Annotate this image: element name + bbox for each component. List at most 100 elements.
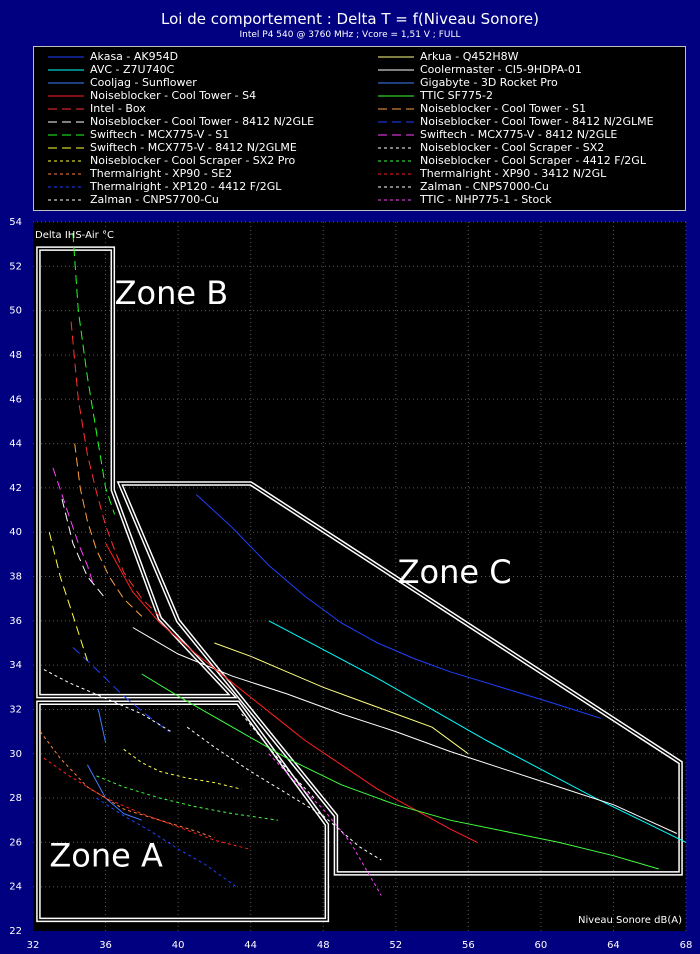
y-tick-label: 30 [9,749,22,760]
y-tick-label: 24 [9,882,22,893]
y-tick-label: 54 [9,217,22,228]
legend-swatch [48,56,84,58]
legend-label: Noiseblocker - Cool Scraper - SX2 [420,141,605,154]
y-tick-label: 44 [9,439,22,450]
legend-label: Zalman - CNPS7000-Cu [420,180,549,193]
y-tick-label: 42 [9,483,22,494]
series-line [97,709,107,743]
legend-swatch [48,69,84,71]
x-tick-label: 36 [99,940,112,951]
series-line [72,233,116,515]
legend-swatch [378,160,414,162]
y-tick-label: 22 [9,926,22,937]
legend-swatch [378,134,414,136]
legend-label: Noiseblocker - Cool Scraper - SX2 Pro [90,154,296,167]
legend-label: Noiseblocker - Cool Scraper - 4412 F/2GL [420,154,646,167]
legend-swatch [48,173,84,175]
legend-swatch [48,95,84,97]
x-tick-label: 60 [535,940,548,951]
zone-outline-inner [37,247,235,697]
legend-swatch [378,186,414,188]
series-line [241,713,315,799]
y-tick-label: 52 [9,261,22,272]
series-line [48,532,88,661]
legend-label: Thermalright - XP90 - 3412 N/2GL [420,167,607,180]
x-tick-label: 68 [680,940,693,951]
y-tick-label: 34 [9,660,22,671]
legend-swatch [378,147,414,149]
series-line [96,797,237,888]
series-line [195,494,601,719]
legend-swatch [378,199,414,201]
legend-swatch [378,108,414,110]
legend-swatch [48,134,84,136]
y-tick-label: 46 [9,394,22,405]
series-line [214,642,469,755]
legend-label: Intel - Box [90,102,146,115]
series-line [43,757,250,850]
legend-label: Noiseblocker - Cool Tower - S4 [90,89,257,102]
zone-label: Zone A [49,837,163,875]
x-axis-label: Niveau Sonore dB(A) [578,915,682,926]
series-line [186,726,382,861]
legend-swatch [48,147,84,149]
y-tick-label: 50 [9,306,22,317]
legend-label: Swiftech - MCX775-V - 8412 N/2GLME [90,141,297,154]
legend-swatch [48,121,84,123]
legend-label: Coolermaster - CI5-9HDPA-01 [420,63,582,76]
legend-swatch [48,160,84,162]
legend-label: Swiftech - MCX775-V - 8412 N/2GLE [420,128,618,141]
legend-label: Noiseblocker - Cool Tower - S1 [420,102,587,115]
legend-swatch [378,121,414,123]
x-tick-label: 40 [172,940,185,951]
chart-title: Loi de comportement : Delta T = f(Niveau… [160,10,539,28]
legend-swatch [48,108,84,110]
legend-label: Noiseblocker - Cool Tower - 8412 N/2GLE [90,115,315,128]
y-tick-label: 48 [9,350,22,361]
legend-label: Swiftech - MCX775-V - S1 [90,128,230,141]
legend-label: Noiseblocker - Cool Tower - 8412 N/2GLME [420,115,654,128]
x-tick-label: 44 [244,940,257,951]
x-tick-label: 52 [389,940,402,951]
x-tick-label: 32 [27,940,40,951]
series-line [72,647,170,733]
chart-subtitle: Intel P4 540 @ 3760 MHz ; Vcore = 1,51 V… [239,30,461,40]
legend-label: TTIC SF775-2 [420,89,493,102]
y-tick-label: 40 [9,527,22,538]
legend-swatch [48,199,84,201]
series-line [268,620,687,843]
zone-outline-inner [37,702,328,921]
series-line [61,498,106,600]
legend-swatch [48,82,84,84]
y-axis-label: Delta IHS-Air °C [35,230,114,241]
zone-outline-inner [118,482,682,875]
legend-label: Gigabyte - 3D Rocket Pro [420,76,558,89]
series-line [268,753,382,896]
y-tick-label: 28 [9,793,22,804]
legend-label: Thermalright - XP90 - SE2 [90,167,233,180]
legend-label: Akasa - AK954D [90,50,179,63]
legend-swatch [378,173,414,175]
y-tick-label: 32 [9,704,22,715]
legend-label: TTIC - NHP775-1 - Stock [420,193,552,206]
x-tick-label: 56 [462,940,475,951]
legend-label: Cooljag - Sunflower [90,76,197,89]
zone-label: Zone C [398,553,512,591]
legend-label: Arkua - Q452H8W [420,50,519,63]
legend-label: Zalman - CNPS7700-Cu [90,193,219,206]
y-tick-label: 26 [9,837,22,848]
legend-swatch [48,186,84,188]
legend-label: AVC - Z7U740C [90,63,175,76]
legend-swatch [378,82,414,84]
series-line [96,775,278,821]
legend-label: Thermalright - XP120 - 4412 F/2GL [90,180,282,193]
legend-swatch [378,95,414,97]
zone-label: Zone B [115,274,229,312]
plot-area [33,222,686,931]
series-line [74,443,143,617]
series-line [86,764,142,821]
legend-swatch [378,69,414,71]
series-line [43,669,172,733]
chart-legend: Akasa - AK954D Arkua - Q452H8W AVC - Z7U74… [33,46,686,211]
x-tick-label: 48 [317,940,330,951]
